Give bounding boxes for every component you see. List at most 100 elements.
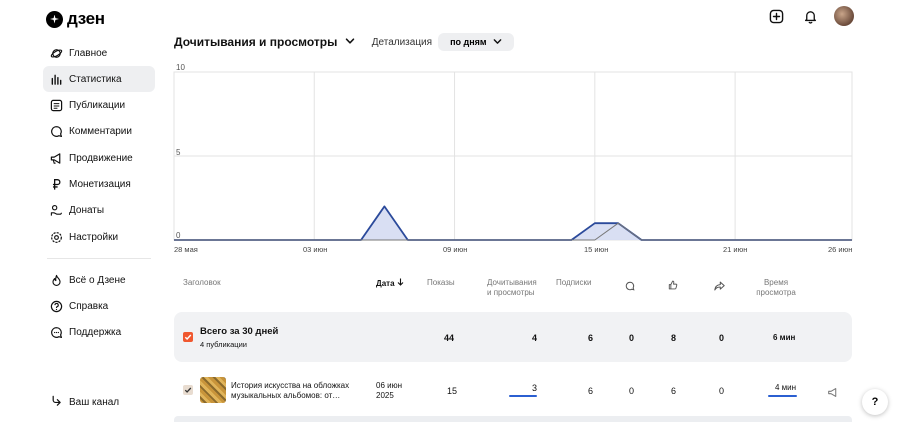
help-label: ?: [871, 396, 879, 408]
total-reads: 4: [532, 333, 538, 343]
sidebar-item-label: Поддержка: [69, 327, 122, 339]
bell-icon[interactable]: [800, 6, 820, 26]
sidebar: Главное Статистика Публикации Комментари…: [43, 40, 155, 346]
col-date-sort[interactable]: Дата: [376, 278, 404, 289]
brand-name: дзен: [67, 9, 105, 28]
col-reads-line1: Дочитывания: [487, 278, 537, 287]
x-tick-label: 03 июн: [303, 245, 328, 254]
sidebar-item-donates[interactable]: Донаты: [43, 198, 155, 224]
col-time[interactable]: Время просмотра: [754, 278, 798, 298]
publication-shares: 0: [719, 386, 725, 396]
exit-arrow-icon: [49, 395, 63, 409]
next-row-edge: [174, 416, 852, 422]
sidebar-item-label: Комментарии: [69, 126, 132, 138]
publication-date: 06 июн 2025: [376, 381, 402, 401]
time-bar: [768, 395, 797, 397]
publication-date-line1: 06 июн: [376, 381, 403, 390]
sidebar-item-label: Главное: [69, 47, 108, 59]
publication-views: 15: [447, 386, 458, 396]
publication-date-line2: 2025: [376, 391, 394, 400]
publication-reads: 3: [532, 383, 538, 393]
publication-subs: 6: [588, 386, 594, 396]
sidebar-item-label: Справка: [69, 300, 109, 312]
period-dropdown[interactable]: по дням: [438, 33, 514, 51]
donate-icon: [49, 204, 63, 218]
y-tick-label: 5: [176, 148, 181, 157]
sidebar-item-about[interactable]: Всё о Дзене: [43, 267, 155, 293]
add-post-icon[interactable]: [766, 6, 786, 26]
x-tick-label: 26 июн: [828, 245, 853, 254]
publication-likes: 6: [671, 386, 677, 396]
comment-icon[interactable]: [625, 278, 635, 296]
total-row: [174, 312, 852, 362]
planet-icon: [49, 46, 63, 60]
sidebar-item-comments[interactable]: Комментарии: [43, 119, 155, 145]
x-tick-label: 15 июн: [584, 245, 609, 254]
question-icon: [49, 299, 63, 313]
stats-chart: [173, 71, 853, 241]
total-subtitle: 4 публикации: [200, 340, 247, 349]
publication-title[interactable]: История искусства на обложках музыкальны…: [231, 381, 349, 401]
sidebar-item-help[interactable]: Справка: [43, 293, 155, 319]
gear-icon: [49, 230, 63, 244]
sidebar-item-label: Публикации: [69, 100, 126, 112]
sidebar-item-publications[interactable]: Публикации: [43, 93, 155, 119]
sidebar-item-label: Монетизация: [69, 178, 131, 190]
sidebar-divider: [47, 258, 151, 260]
total-checkbox[interactable]: [183, 332, 193, 342]
your-channel-link[interactable]: Ваш канал: [49, 395, 119, 409]
sidebar-item-settings[interactable]: Настройки: [43, 224, 155, 250]
ruble-icon: [49, 177, 63, 191]
total-views: 44: [444, 333, 455, 343]
publication-thumbnail[interactable]: [200, 377, 226, 403]
sidebar-item-main[interactable]: Главное: [43, 40, 155, 66]
sidebar-item-label: Статистика: [69, 73, 122, 85]
chat-icon: [49, 326, 63, 340]
total-time: 6 мин: [773, 333, 796, 342]
detail-label: Детализация: [371, 36, 433, 48]
publication-title-line1: История искусства на обложках: [231, 381, 350, 390]
sidebar-item-label: Донаты: [69, 205, 105, 217]
x-tick-label: 28 мая: [174, 245, 198, 254]
chevron-down-icon: [345, 35, 355, 49]
megaphone-icon: [49, 151, 63, 165]
col-subs[interactable]: Подписки: [556, 278, 592, 287]
dzen-logo[interactable]: дзен: [46, 9, 105, 29]
col-date: Дата: [376, 278, 395, 288]
metric-label: Дочитывания и просмотры: [174, 34, 338, 49]
sidebar-item-promotion[interactable]: Продвижение: [43, 145, 155, 171]
sidebar-item-label: Всё о Дзене: [69, 274, 126, 286]
your-channel-label: Ваш канал: [69, 396, 120, 408]
sidebar-item-statistics[interactable]: Статистика: [43, 66, 155, 93]
dzen-logo-icon: [46, 10, 63, 28]
sidebar-item-support[interactable]: Поддержка: [43, 320, 155, 346]
check-icon: [184, 334, 192, 341]
metric-selector[interactable]: Дочитывания и просмотры: [174, 35, 355, 50]
document-icon: [49, 99, 63, 113]
reads-bar: [509, 395, 537, 397]
sidebar-item-label: Настройки: [69, 231, 119, 243]
chart-svg: [173, 71, 853, 241]
series-area: [174, 206, 852, 240]
share-icon[interactable]: [714, 278, 725, 296]
col-time-line2: просмотра: [756, 288, 796, 297]
avatar[interactable]: [834, 6, 854, 26]
check-icon: [184, 387, 192, 393]
col-reads[interactable]: Дочитывания и просмотры: [487, 278, 537, 298]
col-title: Заголовок: [183, 278, 221, 287]
like-icon[interactable]: [668, 277, 678, 295]
col-views[interactable]: Показы: [427, 278, 455, 287]
promote-icon[interactable]: [827, 385, 839, 403]
total-subs: 6: [588, 333, 594, 343]
help-button[interactable]: ?: [862, 389, 888, 415]
x-tick-label: 09 июн: [443, 245, 468, 254]
y-tick-label: 0: [176, 231, 181, 240]
sidebar-item-monetization[interactable]: Монетизация: [43, 171, 155, 197]
x-tick-label: 21 июн: [723, 245, 748, 254]
series-line: [174, 205, 852, 241]
publication-time: 4 мин: [775, 383, 797, 392]
chevron-down-icon: [493, 37, 502, 48]
row-checkbox[interactable]: [183, 385, 193, 395]
col-time-line1: Время: [763, 278, 789, 287]
col-reads-line2: и просмотры: [487, 288, 535, 297]
